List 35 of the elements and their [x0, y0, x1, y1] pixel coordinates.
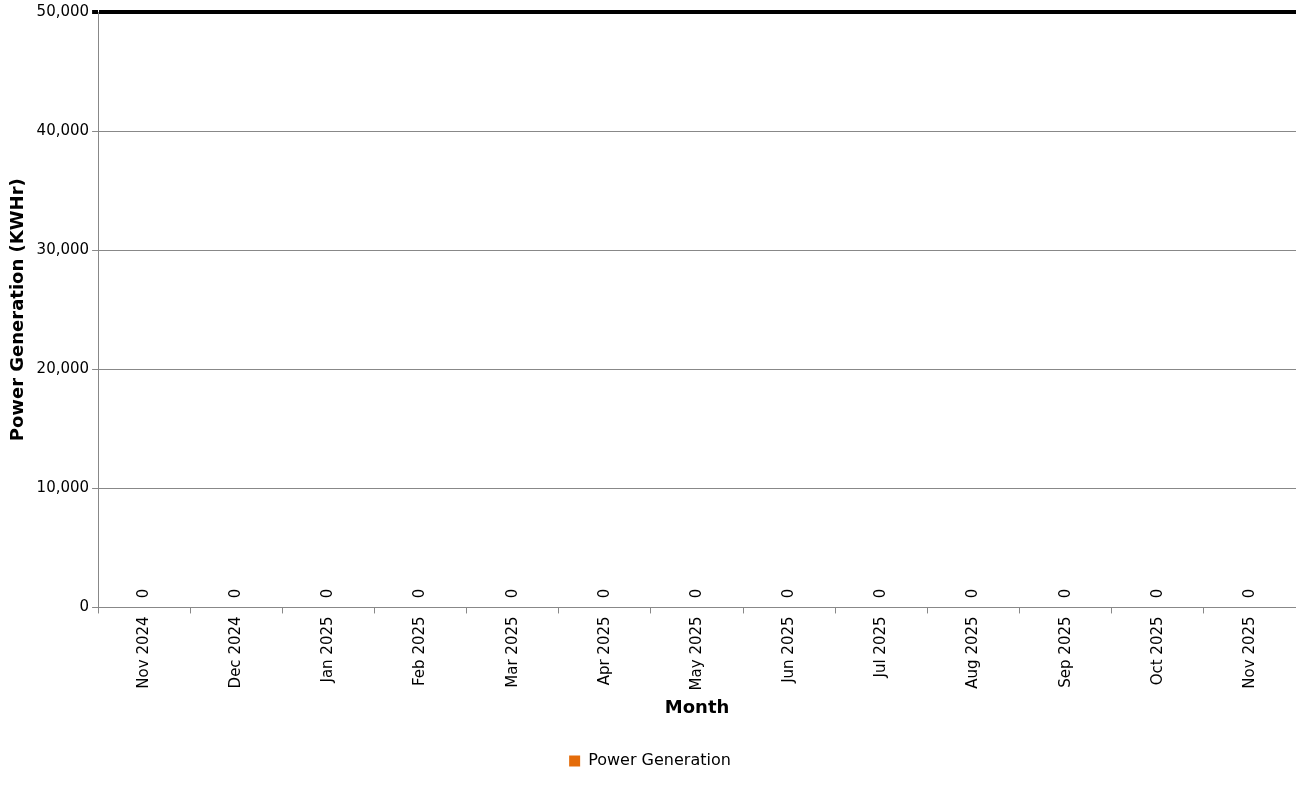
y-tick-label: 50,000: [36, 1, 90, 20]
data-label: 0: [134, 588, 153, 599]
x-tick-label: Sep 2025: [1055, 616, 1074, 688]
data-label: 0: [410, 588, 429, 599]
data-label: 0: [871, 588, 890, 599]
y-tick-label: 30,000: [36, 240, 90, 259]
data-label: 0: [226, 588, 245, 599]
x-tick-label: Jan 2025: [318, 616, 337, 684]
x-tick-label: May 2025: [686, 616, 705, 691]
x-tick-label: Jun 2025: [779, 616, 798, 684]
x-tick-label: Apr 2025: [594, 616, 613, 686]
x-tick-label: Nov 2025: [1239, 616, 1258, 689]
data-label: 0: [1055, 588, 1074, 599]
x-tick-label: Aug 2025: [963, 616, 982, 689]
legend-label: Power Generation: [588, 750, 731, 770]
data-label: 0: [963, 588, 982, 599]
x-tick-label: Mar 2025: [502, 616, 521, 688]
x-tick-label: Jul 2025: [871, 616, 890, 679]
x-axis-title: Month: [664, 695, 730, 717]
x-tick-label: Dec 2024: [226, 616, 245, 689]
x-tick-label: Nov 2024: [134, 616, 153, 689]
data-label: 0: [318, 588, 337, 599]
data-label: 0: [594, 588, 613, 599]
data-label: 0: [1147, 588, 1166, 599]
y-tick-label: 20,000: [36, 359, 90, 378]
x-tick-label: Oct 2025: [1147, 616, 1166, 686]
y-axis-title: Power Generation (KWHr): [6, 178, 28, 442]
y-tick-label: 0: [79, 597, 90, 616]
y-tick-label: 10,000: [36, 478, 90, 497]
data-label: 0: [1239, 588, 1258, 599]
x-tick-label: Feb 2025: [410, 616, 429, 686]
y-tick-label: 40,000: [36, 120, 90, 139]
data-label: 0: [779, 588, 798, 599]
data-label: 0: [502, 588, 521, 599]
data-label: 0: [686, 588, 705, 599]
